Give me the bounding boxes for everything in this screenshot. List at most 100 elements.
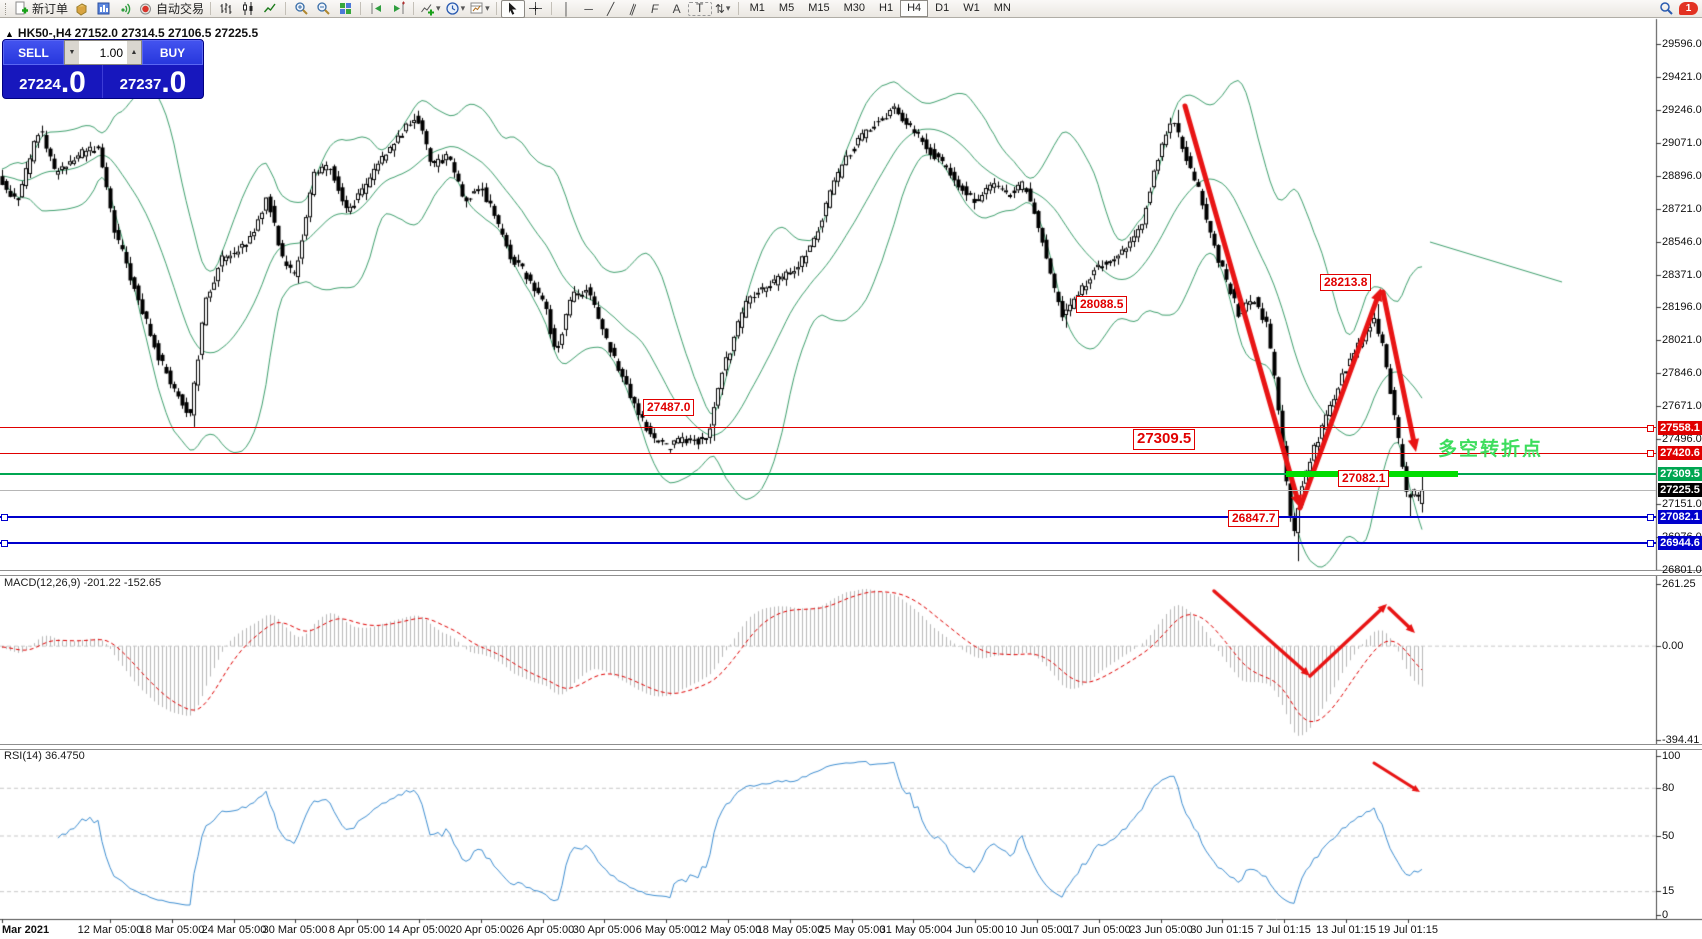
- text-label-tool-button[interactable]: T: [687, 1, 712, 16]
- line-endpoint-handle[interactable]: [1647, 539, 1654, 547]
- time-axis-label: 25 May 05:00: [818, 924, 886, 936]
- arrows-tool-button[interactable]: ⇅ ▾: [712, 1, 734, 17]
- horizontal-level-line[interactable]: [0, 452, 1656, 454]
- price-tick-label: 28196.0: [1662, 301, 1702, 314]
- toolbar-separator: [413, 2, 415, 15]
- pivot-note-text[interactable]: 多空转折点: [1438, 439, 1544, 460]
- templates-button[interactable]: ▾: [467, 1, 492, 17]
- market-watch-icon: [75, 3, 87, 16]
- price-tick-label: 28546.0: [1662, 235, 1702, 248]
- one-click-trading-panel: SELL ▼ 1.00 ▲ BUY 27224.0 27237.0: [2, 39, 204, 99]
- toolbar-separator: [210, 2, 212, 15]
- dropdown-icon: ▾: [725, 3, 731, 13]
- vertical-line-tool-button[interactable]: │: [562, 1, 571, 16]
- line-endpoint-handle[interactable]: [1647, 424, 1654, 432]
- time-axis-label: 14 Apr 05:00: [387, 924, 451, 936]
- channel-tool-button[interactable]: ∥: [627, 0, 638, 17]
- timeframe-m5-button[interactable]: M5: [778, 2, 795, 14]
- annotation-price-label[interactable]: 27082.1: [1338, 470, 1390, 487]
- timeframe-mn-button[interactable]: MN: [993, 2, 1011, 14]
- indicators-button[interactable]: ▾: [418, 1, 443, 17]
- fibonacci-tool-button[interactable]: F: [650, 1, 659, 16]
- market-watch-button[interactable]: [70, 1, 92, 17]
- pane-splitter[interactable]: [0, 744, 1702, 750]
- time-axis-label: 19 Jul 01:15: [1378, 924, 1438, 936]
- line-endpoint-handle[interactable]: [1647, 450, 1654, 458]
- trendline-tool-button[interactable]: ╱: [607, 1, 615, 16]
- notification-badge: 1: [1679, 2, 1698, 15]
- notifications-button[interactable]: 1: [1677, 1, 1700, 17]
- line-endpoint-handle[interactable]: [1647, 514, 1654, 522]
- timeframe-h4-button[interactable]: H4: [900, 0, 929, 17]
- annotation-price-label[interactable]: 28213.8: [1320, 274, 1372, 291]
- timeframe-h1-button[interactable]: H1: [879, 2, 894, 14]
- auto-scroll-button[interactable]: [365, 1, 387, 17]
- timeframe-m1-button[interactable]: M1: [749, 2, 765, 14]
- crosshair-tool-button[interactable]: [525, 1, 547, 17]
- time-axis-label: 8 Apr 05:00: [328, 924, 386, 936]
- zoom-out-button[interactable]: [312, 1, 334, 17]
- horizontal-level-line[interactable]: [0, 516, 1656, 519]
- tile-windows-button[interactable]: [334, 1, 356, 17]
- horizontal-level-line[interactable]: [0, 473, 1656, 476]
- search-button[interactable]: [1655, 1, 1677, 17]
- signals-button[interactable]: [114, 1, 136, 17]
- dropdown-icon: ▾: [460, 3, 466, 13]
- auto-scroll-icon: [371, 3, 381, 14]
- time-axis-label: Mar 2021: [2, 924, 50, 936]
- price-tick-label: 29421.0: [1662, 70, 1702, 83]
- price-tick-label: 26801.0: [1662, 563, 1702, 576]
- annotation-price-label[interactable]: 26847.7: [1228, 510, 1280, 527]
- volume-increase-icon[interactable]: ▲: [127, 41, 141, 64]
- rsi-tick-label: 50: [1662, 829, 1675, 842]
- autotrading-button[interactable]: 自动交易: [136, 1, 206, 17]
- toolbar-separator: [550, 2, 552, 15]
- volume-stepper[interactable]: ▼ 1.00 ▲: [64, 40, 142, 65]
- indicators-icon: [421, 4, 435, 16]
- annotation-price-label[interactable]: 28088.5: [1076, 296, 1128, 313]
- line-chart-button[interactable]: [259, 1, 281, 17]
- price-badge: 26944.6: [1658, 535, 1702, 550]
- periods-button[interactable]: ▾: [443, 1, 468, 17]
- volume-decrease-icon[interactable]: ▼: [65, 41, 79, 64]
- pane-splitter[interactable]: [0, 570, 1702, 576]
- volume-input[interactable]: 1.00: [99, 45, 123, 60]
- horizontal-level-line[interactable]: [0, 427, 1656, 428]
- data-window-button[interactable]: [92, 1, 114, 17]
- new-order-button[interactable]: 新订单: [12, 1, 70, 17]
- sell-price[interactable]: 27224.0: [3, 65, 103, 98]
- time-axis-label: 4 Jun 05:00: [946, 924, 1004, 936]
- chart-shift-button[interactable]: [387, 1, 409, 17]
- price-tick-label: 27671.0: [1662, 400, 1702, 413]
- buy-price[interactable]: 27237.0: [103, 65, 203, 98]
- timeframe-d1-button[interactable]: D1: [935, 2, 950, 14]
- time-axis-label: 30 Jun 01:15: [1190, 924, 1254, 936]
- collapse-marker-icon[interactable]: ▲: [5, 29, 14, 39]
- candlestick-chart-button[interactable]: [237, 1, 259, 17]
- horizontal-level-line[interactable]: [0, 541, 1656, 544]
- timeframe-m30-button[interactable]: M30: [843, 2, 865, 14]
- timeframe-w1-button[interactable]: W1: [963, 2, 980, 14]
- time-axis-label: 24 Mar 05:00: [201, 924, 267, 936]
- line-chart-icon: [263, 3, 276, 13]
- main-toolbar: 新订单 自动交易 ▾ ▾: [0, 0, 1702, 18]
- cursor-tool-button[interactable]: [500, 0, 525, 18]
- new-order-icon: [15, 1, 28, 15]
- arrows-tool-icon: ⇅: [714, 1, 725, 16]
- timeframe-m15-button[interactable]: M15: [808, 2, 830, 14]
- annotation-price-label[interactable]: 27487.0: [643, 399, 695, 416]
- sell-button[interactable]: SELL: [3, 40, 64, 65]
- annotation-price-label[interactable]: 27309.5: [1133, 429, 1196, 450]
- line-endpoint-handle[interactable]: [1, 539, 8, 547]
- line-endpoint-handle[interactable]: [1, 514, 8, 522]
- bar-chart-button[interactable]: [215, 1, 237, 17]
- buy-button[interactable]: BUY: [142, 40, 203, 65]
- text-tool-button[interactable]: A: [672, 1, 681, 16]
- zoom-in-button[interactable]: [290, 1, 312, 17]
- signals-icon: [120, 3, 130, 15]
- horizontal-level-line[interactable]: [0, 489, 1656, 491]
- dropdown-icon: ▾: [485, 3, 490, 13]
- horizontal-line-tool-button[interactable]: ─: [584, 1, 593, 16]
- price-tick-label: 29596.0: [1662, 38, 1702, 50]
